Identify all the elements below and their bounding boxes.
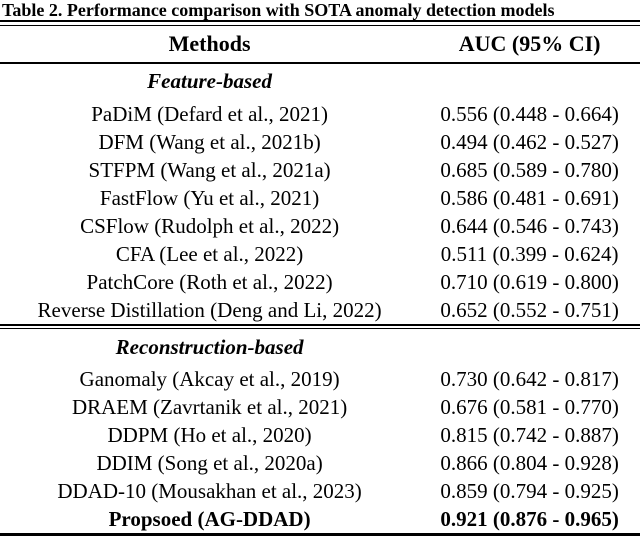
table-row: PaDiM (Defard et al., 2021) 0.556 (0.448…: [0, 100, 640, 128]
table-row: DDIM (Song et al., 2020a) 0.866 (0.804 -…: [0, 449, 640, 477]
method-cell: PaDiM (Defard et al., 2021): [91, 101, 328, 126]
method-cell: PatchCore (Roth et al., 2022): [86, 269, 333, 294]
method-cell: Reverse Distillation (Deng and Li, 2022): [37, 297, 382, 322]
column-header-methods: Methods: [168, 30, 251, 56]
auc-cell: 0.511 (0.399 - 0.624): [440, 241, 619, 266]
method-cell: Propsoed (AG-DDAD): [108, 507, 311, 531]
method-cell: CFA (Lee et al., 2022): [115, 241, 304, 266]
section-label-feature-based: Feature-based: [147, 69, 272, 93]
table-row: PatchCore (Roth et al., 2022) 0.710 (0.6…: [0, 268, 640, 296]
table-row: STFPM (Wang et al., 2021a) 0.685 (0.589 …: [0, 156, 640, 184]
table-row: CFA (Lee et al., 2022) 0.511 (0.399 - 0.…: [0, 240, 640, 268]
table-row: Reverse Distillation (Deng and Li, 2022)…: [0, 296, 640, 324]
table-row-proposed: Propsoed (AG-DDAD) 0.921 (0.876 - 0.965): [0, 505, 640, 533]
auc-cell: 0.921 (0.876 - 0.965): [440, 507, 619, 531]
table-row: Ganomaly (Akcay et al., 2019) 0.730 (0.6…: [0, 365, 640, 393]
auc-cell: 0.710 (0.619 - 0.800): [440, 269, 619, 294]
method-cell: STFPM (Wang et al., 2021a): [88, 157, 331, 182]
method-cell: CSFlow (Rudolph et al., 2022): [80, 213, 340, 238]
section-row-reconstruction-based: Reconstruction-based: [0, 329, 640, 365]
auc-cell: 0.644 (0.546 - 0.743): [440, 213, 619, 238]
auc-cell: 0.685 (0.589 - 0.780): [440, 157, 619, 182]
table-row: DDAD-10 (Mousakhan et al., 2023) 0.859 (…: [0, 477, 640, 505]
section-row-feature-based: Feature-based: [0, 64, 640, 100]
method-cell: DDPM (Ho et al., 2020): [107, 423, 312, 447]
method-cell: DFM (Wang et al., 2021b): [98, 129, 321, 154]
table-row: DRAEM (Zavrtanik et al., 2021) 0.676 (0.…: [0, 393, 640, 421]
auc-cell: 0.556 (0.448 - 0.664): [440, 101, 619, 126]
auc-cell: 0.866 (0.804 - 0.928): [440, 451, 619, 475]
header-row: Methods AUC (95% CI): [0, 26, 640, 62]
auc-cell: 0.859 (0.794 - 0.925): [440, 479, 619, 503]
table-row: CSFlow (Rudolph et al., 2022) 0.644 (0.5…: [0, 212, 640, 240]
table-row: DDPM (Ho et al., 2020) 0.815 (0.742 - 0.…: [0, 421, 640, 449]
bottom-rule: [0, 533, 640, 536]
auc-cell: 0.730 (0.642 - 0.817): [440, 367, 619, 391]
method-cell: DDAD-10 (Mousakhan et al., 2023): [57, 479, 362, 503]
section-label-reconstruction-based: Reconstruction-based: [115, 334, 304, 359]
method-cell: DRAEM (Zavrtanik et al., 2021): [71, 395, 348, 419]
table-row: FastFlow (Yu et al., 2021) 0.586 (0.481 …: [0, 184, 640, 212]
method-cell: Ganomaly (Akcay et al., 2019): [79, 367, 340, 391]
table-caption: Table 2. Performance comparison with SOT…: [2, 0, 555, 20]
auc-cell: 0.652 (0.552 - 0.751): [440, 297, 619, 322]
auc-cell: 0.815 (0.742 - 0.887): [440, 423, 619, 447]
method-cell: DDIM (Song et al., 2020a): [96, 451, 323, 475]
mid-double-rule: [0, 323, 640, 329]
column-header-auc: AUC (95% CI): [458, 30, 601, 56]
table-row: DFM (Wang et al., 2021b) 0.494 (0.462 - …: [0, 128, 640, 156]
auc-cell: 0.676 (0.581 - 0.770): [440, 395, 619, 419]
auc-cell: 0.586 (0.481 - 0.691): [440, 185, 619, 210]
header-rule: [0, 61, 640, 64]
top-double-rule: [0, 20, 640, 26]
method-cell: FastFlow (Yu et al., 2021): [99, 185, 320, 210]
auc-cell: 0.494 (0.462 - 0.527): [440, 129, 619, 154]
